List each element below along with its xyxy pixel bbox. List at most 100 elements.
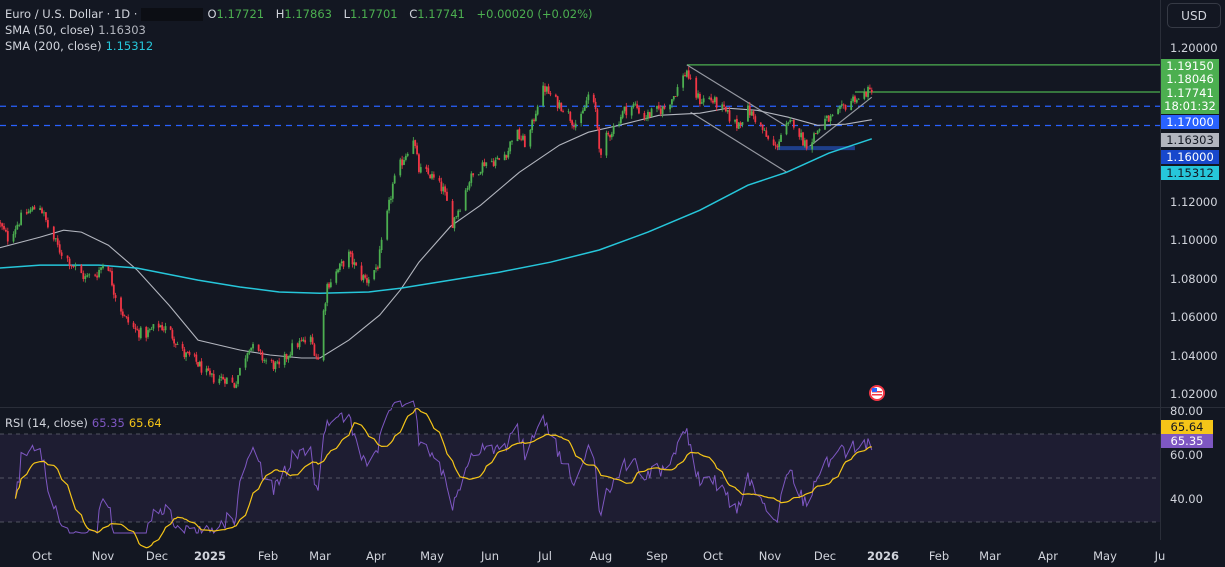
time-axis-label: Ju (1154, 549, 1166, 563)
candle-body (498, 158, 501, 160)
candle-body (737, 122, 740, 129)
candle-body (854, 96, 856, 102)
candle-body (222, 376, 224, 380)
candle-body (870, 89, 873, 93)
candle-body (364, 275, 367, 278)
time-axis-label: Feb (928, 549, 950, 563)
rsi-axis-label: 80.00 (1170, 404, 1203, 418)
candle-body (353, 262, 356, 265)
candle-body (587, 94, 590, 101)
candle-body (545, 86, 548, 92)
candle-body (390, 198, 392, 201)
candle-body (349, 251, 352, 254)
sma50-value: 1.16303 (98, 23, 146, 37)
candle-body (789, 120, 792, 123)
candle-body (218, 378, 221, 384)
candle-body (485, 162, 488, 166)
candle-body (12, 234, 15, 242)
candle-body (867, 86, 869, 98)
candle-body (355, 262, 358, 266)
candle-body (96, 275, 98, 278)
candle-body (724, 106, 727, 112)
candle-body (455, 216, 458, 218)
candle-body (444, 186, 446, 193)
symbol-title[interactable]: Euro / U.S. Dollar · 1D · (5, 7, 138, 21)
candle-body (114, 295, 117, 298)
candle-body (442, 186, 445, 192)
candle-body (311, 337, 314, 345)
candle-body (554, 94, 557, 97)
time-axis-label: Apr (1038, 549, 1058, 563)
candle-body (592, 94, 595, 102)
candle-body (824, 118, 826, 130)
candle-body (185, 352, 187, 358)
candle-body (414, 140, 417, 146)
candle-body (393, 175, 396, 184)
candle-body (695, 77, 698, 98)
candle-body (496, 157, 499, 160)
candle-body (721, 104, 724, 109)
time-axis-label: May (1093, 549, 1117, 563)
candle-body (636, 104, 639, 109)
countdown-timer: 18:01:32 (1164, 99, 1216, 113)
candle-body (205, 368, 208, 373)
candle-body (183, 349, 186, 358)
candle-body (176, 343, 179, 345)
candle-body (612, 126, 615, 134)
candle-body (198, 361, 201, 367)
candle-body (257, 344, 260, 351)
candle-body (657, 105, 660, 109)
candle-body (261, 351, 264, 361)
candle-body (687, 70, 690, 79)
candle-body (802, 132, 804, 146)
candle-body (86, 275, 89, 277)
trend-line (690, 111, 787, 173)
rsi-line (14, 400, 873, 535)
candle-body (231, 377, 234, 383)
candle-body (772, 139, 775, 145)
candle-body (100, 267, 102, 270)
price-tag: 1.16303 (1161, 133, 1219, 147)
time-axis-label: Mar (979, 549, 1001, 563)
sma200-legend[interactable]: SMA (200, close) 1.15312 (5, 38, 157, 54)
candle-body (14, 229, 17, 235)
candle-body (598, 127, 601, 149)
candle-body (239, 367, 241, 376)
candle-body (186, 351, 189, 353)
rsi-tag: 65.35 (1161, 434, 1213, 448)
candle-body (863, 92, 866, 99)
earnings-flag-icon[interactable] (869, 385, 885, 401)
candle-body (109, 270, 112, 272)
candle-body (272, 360, 275, 370)
candle-body (220, 376, 223, 378)
price-axis-label: 1.20000 (1170, 40, 1218, 55)
support-zone (777, 146, 855, 151)
candle-body (3, 225, 5, 230)
price-axis-label: 1.04000 (1170, 348, 1218, 363)
rsi-legend[interactable]: RSI (14, close) 65.35 65.64 (5, 415, 166, 431)
candle-body (112, 284, 115, 295)
candle-body (827, 115, 830, 122)
rsi-ma-line (14, 407, 872, 549)
price-axis-label: 1.06000 (1170, 310, 1218, 324)
candle-body (274, 362, 277, 370)
candle-body (197, 362, 199, 367)
candle-body (451, 200, 454, 228)
candle-body (852, 96, 854, 102)
candle-body (754, 116, 757, 122)
candle-body (850, 101, 853, 111)
candle-body (139, 327, 142, 339)
candle-body (505, 155, 508, 158)
candle-body (767, 136, 770, 139)
trend-line (808, 96, 873, 148)
sma50-legend[interactable]: SMA (50, close) 1.16303 (5, 22, 150, 38)
time-axis-label: Dec (813, 549, 837, 563)
price-tag: 1.15312 (1161, 166, 1219, 180)
candle-body (25, 212, 28, 214)
candle-body (659, 108, 662, 114)
candle-body (811, 142, 814, 150)
candle-body (193, 354, 196, 356)
candle-body (837, 108, 839, 115)
currency-button[interactable]: USD (1167, 3, 1221, 28)
